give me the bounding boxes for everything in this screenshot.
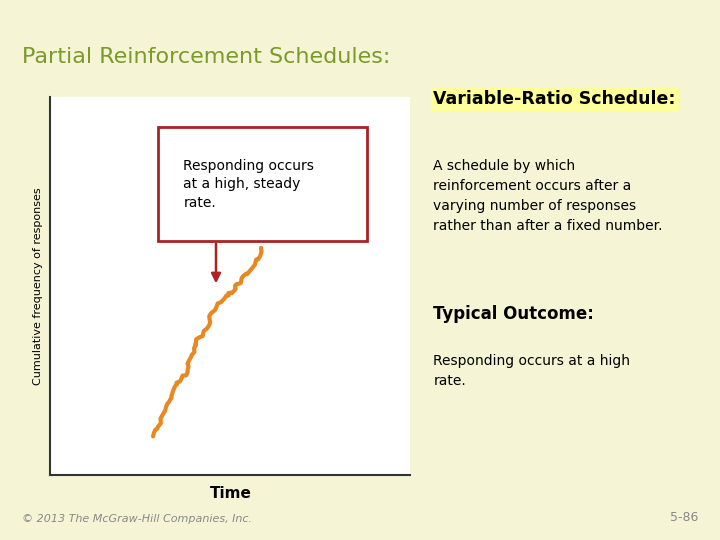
- Text: Variable-Ratio Schedule:: Variable-Ratio Schedule:: [433, 90, 676, 109]
- Text: Responding occurs at a high
rate.: Responding occurs at a high rate.: [433, 354, 631, 388]
- Text: A schedule by which
reinforcement occurs after a
varying number of responses
rat: A schedule by which reinforcement occurs…: [433, 159, 663, 233]
- Y-axis label: Cumulative frequency of responses: Cumulative frequency of responses: [33, 187, 43, 385]
- FancyBboxPatch shape: [158, 127, 367, 241]
- Text: Partial Reinforcement Schedules:: Partial Reinforcement Schedules:: [22, 46, 390, 67]
- Text: © 2013 The McGraw-Hill Companies, Inc.: © 2013 The McGraw-Hill Companies, Inc.: [22, 514, 251, 524]
- Text: Typical Outcome:: Typical Outcome:: [433, 305, 594, 323]
- X-axis label: Time: Time: [210, 487, 251, 501]
- Text: 5-86: 5-86: [670, 511, 698, 524]
- Text: Responding occurs
at a high, steady
rate.: Responding occurs at a high, steady rate…: [184, 159, 315, 210]
